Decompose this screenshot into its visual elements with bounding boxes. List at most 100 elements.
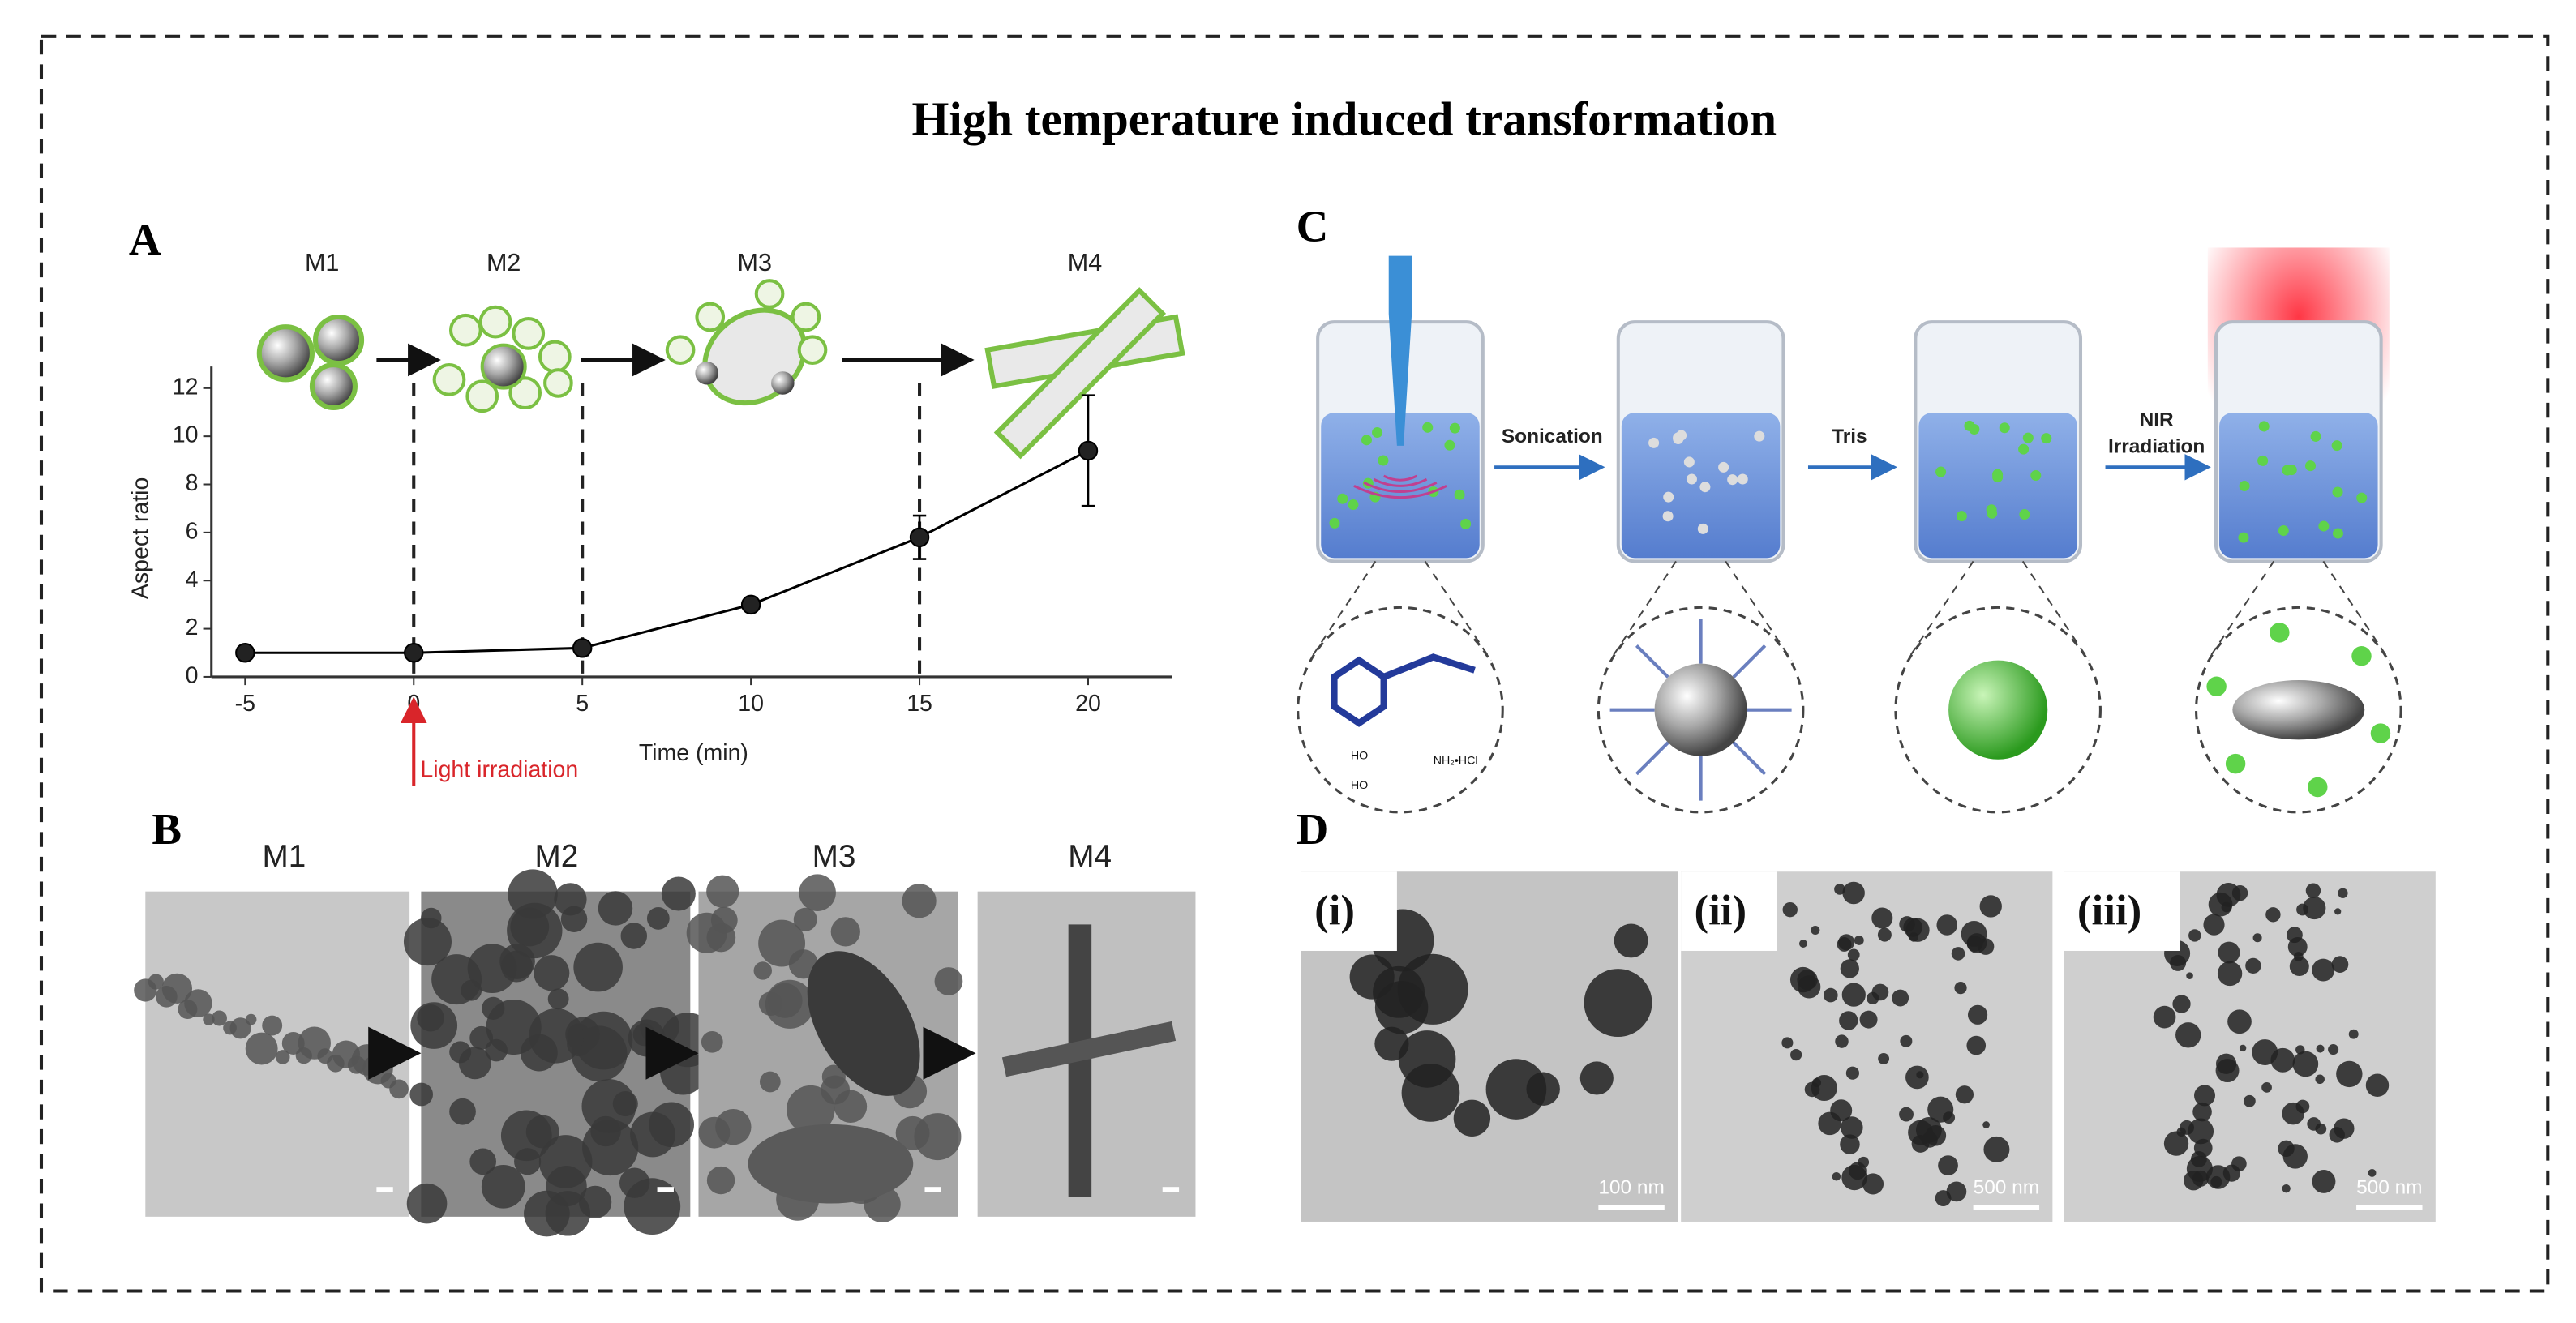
particle (598, 891, 633, 926)
particle (1422, 422, 1434, 433)
scale-bar (1973, 1205, 2040, 1210)
particle (1683, 456, 1695, 468)
particle (524, 1190, 570, 1237)
particle (2356, 492, 2368, 503)
particle (1966, 1035, 1987, 1055)
ligand (1732, 741, 1767, 776)
particle (1485, 1059, 1547, 1120)
particle (1663, 491, 1674, 503)
particle (1935, 1190, 1952, 1206)
probe (1388, 255, 1412, 446)
particle (2336, 1060, 2363, 1088)
particle (1946, 1181, 1967, 1202)
chem-label: HO (1351, 749, 1368, 762)
wave (1363, 481, 1438, 494)
particle (2019, 509, 2030, 520)
particle (1877, 927, 1892, 942)
particle (1374, 1026, 1409, 1061)
micrographs (134, 869, 1196, 1237)
micrographs: (i) 100 nm (ii) 500 nm (iii) 500 nm (1301, 871, 2436, 1222)
particle (1830, 1099, 1853, 1122)
schematic (1297, 247, 2402, 814)
particle (275, 1050, 290, 1064)
particle (701, 1030, 723, 1053)
step-label: Tris (1832, 426, 1867, 447)
x-axis-label: Time (min) (639, 740, 748, 766)
particle (1673, 432, 1684, 443)
particle (2245, 957, 2261, 974)
particle (787, 1085, 835, 1134)
x-tick-label: 20 (1075, 691, 1101, 717)
particle (1840, 1116, 1863, 1139)
particle (560, 906, 588, 932)
particle (2153, 1005, 2176, 1029)
nanoparticle (2232, 680, 2365, 740)
particle (2210, 1175, 2222, 1188)
particle (902, 884, 937, 918)
zoom-line (1906, 560, 1974, 662)
scale-label: 100 nm (1598, 1177, 1664, 1199)
particle (1835, 1034, 1849, 1048)
label-box (1301, 871, 1397, 951)
particle (1969, 424, 1980, 435)
particle (619, 1167, 650, 1198)
y-tick-label: 12 (173, 374, 199, 400)
particle (1718, 461, 1729, 473)
particle (481, 1164, 525, 1209)
particle (1900, 1034, 1913, 1047)
particle (2163, 1131, 2189, 1156)
particle (389, 1079, 409, 1099)
chem-label: HO (1351, 779, 1368, 792)
particle (573, 942, 623, 992)
particle (2315, 1074, 2325, 1085)
step-label: Sonication (1502, 426, 1603, 447)
particle (2215, 1053, 2237, 1074)
particle (1983, 1136, 2010, 1162)
particle (1737, 473, 1748, 485)
particle (2318, 520, 2330, 532)
particle (706, 875, 739, 908)
particle (759, 1071, 781, 1093)
scale-bar (657, 1187, 674, 1192)
y-tick-label: 8 (186, 470, 199, 496)
particle (2296, 903, 2308, 916)
particle (406, 1183, 448, 1224)
particle (914, 1113, 962, 1161)
particle (748, 1124, 914, 1204)
particle (1954, 982, 1967, 995)
point (740, 594, 761, 615)
particle (934, 967, 963, 995)
particle (1878, 1052, 1890, 1064)
particle (1951, 947, 1965, 961)
ligand (1635, 644, 1669, 679)
step-label: NIR (2140, 409, 2174, 431)
particle (2217, 961, 2243, 987)
particle (2208, 892, 2233, 917)
particle (2258, 421, 2270, 432)
rod (1001, 1021, 1177, 1077)
particle (1811, 925, 1820, 936)
particle (262, 1015, 283, 1036)
particle (1804, 1081, 1820, 1098)
particle (2218, 941, 2240, 964)
particle (2315, 1123, 2327, 1135)
particle (1936, 914, 1957, 936)
particle (1841, 983, 1866, 1007)
particle (2332, 486, 2343, 498)
image-label: (i) (1314, 887, 1355, 934)
title: High temperature induced transformation (911, 92, 1777, 145)
particle (1905, 1065, 1929, 1090)
ligand (1635, 741, 1669, 776)
particle (582, 1119, 639, 1176)
zoom-line (2021, 560, 2090, 662)
x-tick-label: 15 (907, 691, 932, 717)
particle (1966, 936, 1983, 952)
particle (661, 876, 696, 911)
particle (1840, 959, 1859, 978)
chem-label: NH₂•HCl (1434, 755, 1478, 768)
stage-label: M1 (262, 839, 306, 874)
particle (212, 1010, 227, 1026)
particle (469, 1148, 496, 1175)
